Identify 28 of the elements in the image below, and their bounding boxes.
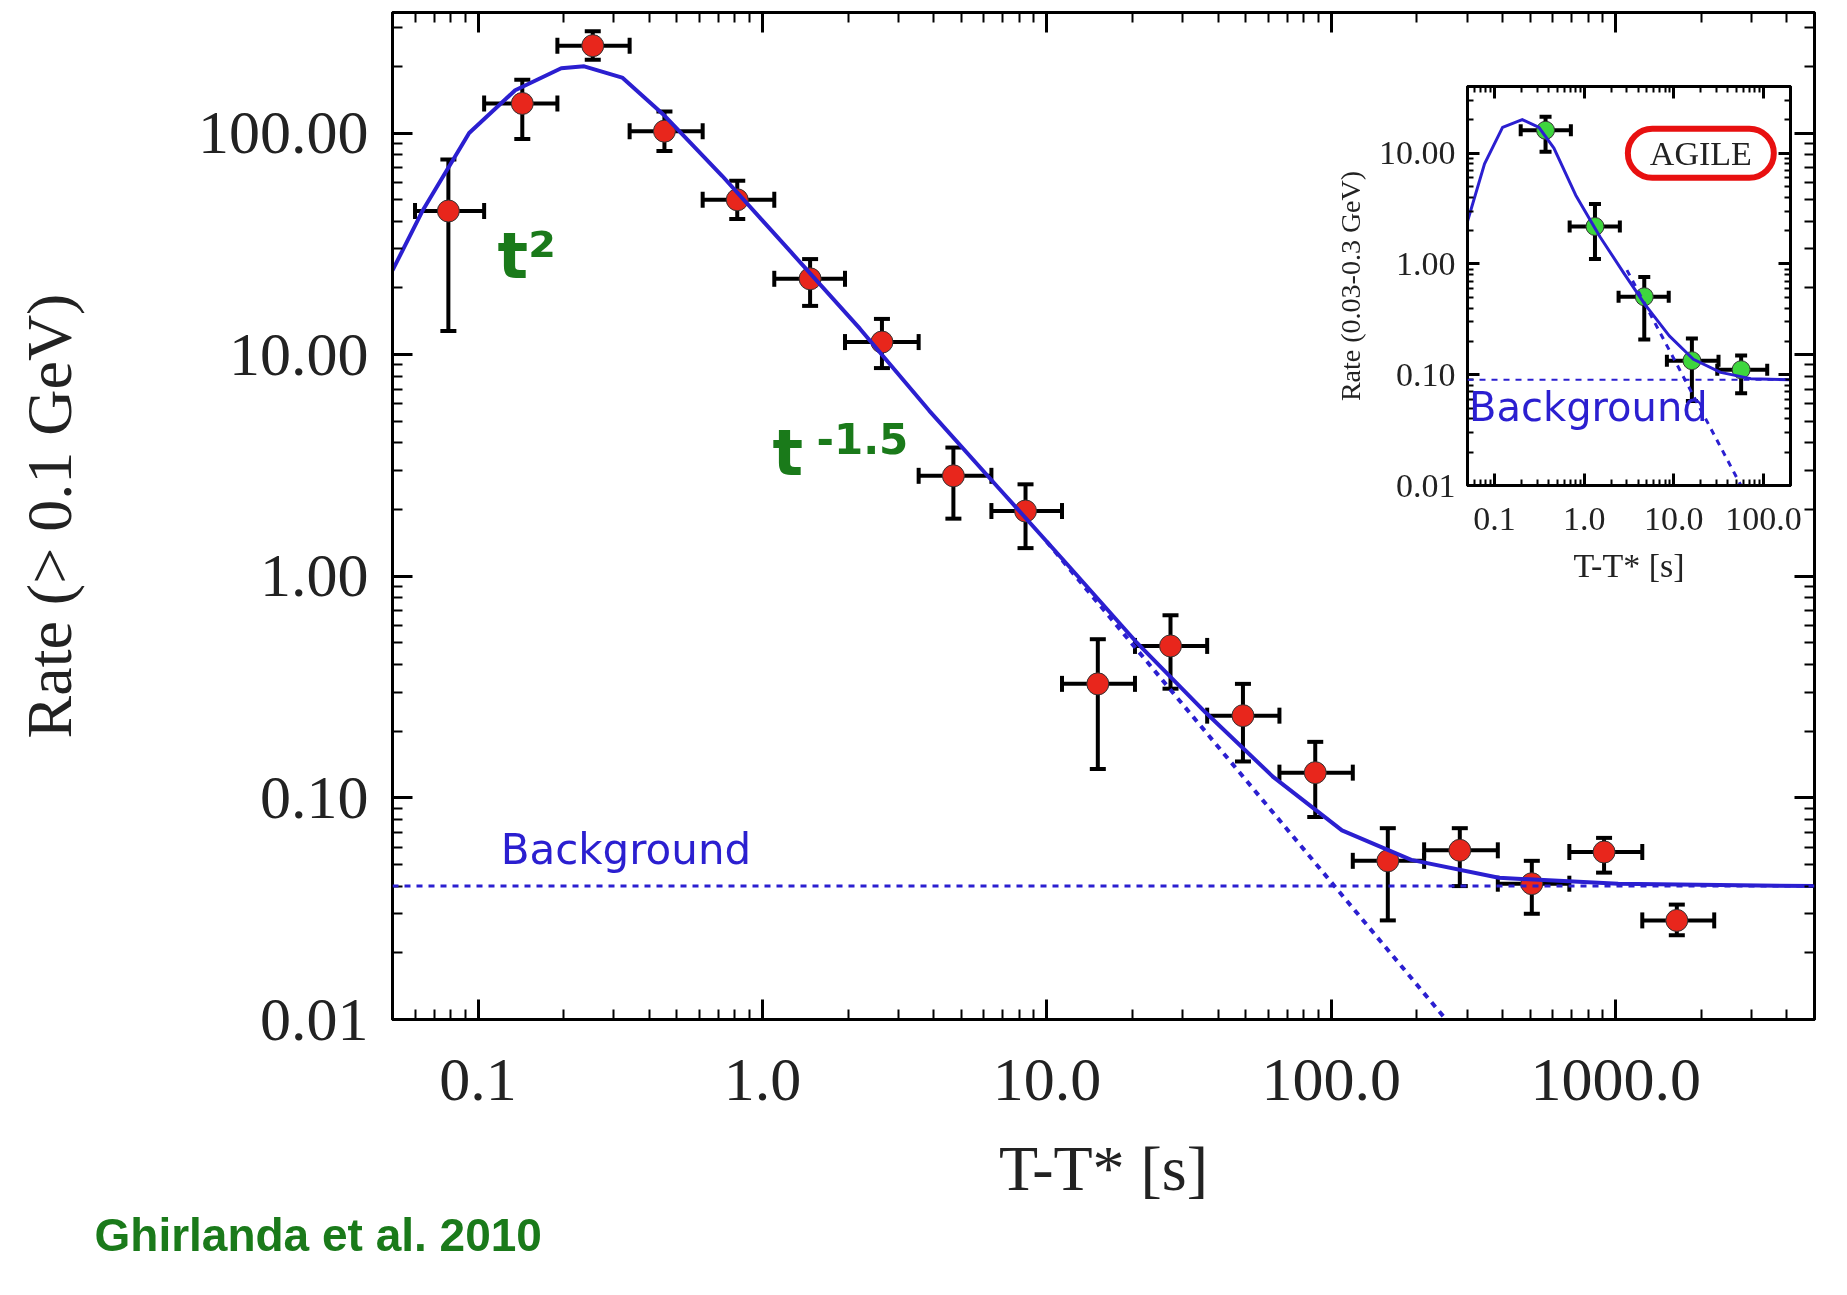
x-tick-label: 100.0	[1725, 499, 1802, 537]
ref-line-label: Background	[500, 825, 752, 875]
y-axis-title: Rate (0.03-0.3 GeV)	[1335, 170, 1366, 402]
y-axis-title: Rate (> 0.1 GeV)	[14, 293, 85, 739]
ref-line-label: Background	[1469, 383, 1708, 430]
text: Ghirlanda et al. 2010	[94, 1208, 542, 1261]
x-tick-label: 10.0	[992, 1044, 1102, 1113]
x-tick-label: 100.0	[1261, 1044, 1402, 1113]
x-tick-label: 1000.0	[1530, 1044, 1701, 1113]
y-tick-label: 10.00	[1379, 134, 1456, 172]
y-tick-label: 1.00	[1396, 244, 1456, 282]
y-tick-label: 1.00	[260, 541, 369, 610]
y-tick-label: 0.01	[1396, 466, 1456, 504]
annotation: t-1.5	[772, 414, 909, 490]
y-tick-label: 10.00	[229, 319, 369, 388]
x-axis-title: T-T* [s]	[1573, 546, 1685, 584]
annotation: AGILE	[1649, 134, 1752, 172]
y-tick-label: 0.10	[1396, 355, 1456, 393]
annotation: t²	[497, 218, 557, 293]
x-axis-title: T-T* [s]	[998, 1132, 1209, 1204]
x-tick-label: 0.1	[439, 1044, 517, 1113]
x-tick-label: 1.0	[1562, 499, 1606, 537]
y-tick-label: 0.01	[260, 984, 369, 1053]
x-tick-label: 0.1	[1473, 499, 1516, 537]
x-tick-label: 10.0	[1644, 499, 1704, 537]
y-tick-label: 100.00	[198, 98, 369, 167]
x-tick-label: 1.0	[723, 1044, 802, 1113]
y-tick-label: 0.10	[260, 762, 369, 831]
